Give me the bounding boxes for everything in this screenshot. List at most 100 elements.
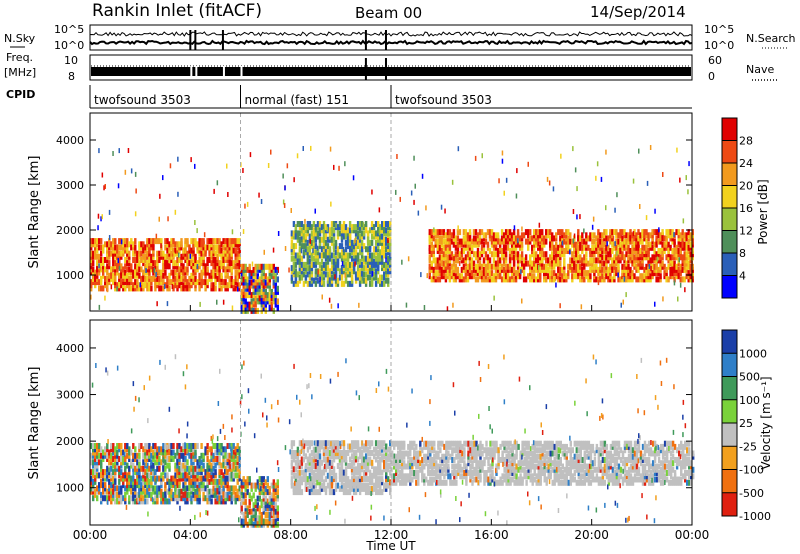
data-cell	[603, 248, 606, 254]
data-cell	[208, 247, 211, 254]
data-cell	[196, 472, 199, 479]
data-cell	[454, 254, 458, 261]
data-cell	[334, 280, 338, 287]
data-cell	[383, 224, 386, 231]
data-cell	[442, 263, 446, 270]
data-cell	[214, 488, 217, 495]
data-cell	[128, 475, 131, 482]
data-cell	[126, 475, 129, 482]
data-cell	[182, 462, 185, 469]
data-cell	[316, 489, 320, 496]
data-cell	[446, 229, 450, 236]
data-cell	[90, 452, 93, 459]
data-cell	[677, 248, 680, 254]
scatter-echo	[620, 302, 622, 308]
data-cell	[156, 488, 159, 495]
data-cell	[306, 271, 310, 278]
data-cell	[308, 443, 312, 450]
data-cell	[334, 443, 338, 450]
data-cell	[336, 277, 340, 284]
data-cell	[182, 285, 185, 292]
data-cell	[208, 446, 211, 453]
data-cell	[476, 276, 480, 283]
data-cell	[480, 238, 484, 245]
data-cell	[188, 485, 191, 492]
scatter-echo	[600, 176, 603, 182]
data-cell	[436, 241, 440, 248]
data-cell	[350, 227, 354, 234]
data-cell	[112, 260, 115, 267]
data-cell	[387, 476, 390, 483]
data-cell	[330, 230, 334, 237]
data-cell	[120, 269, 123, 276]
data-cell	[383, 446, 386, 453]
data-cell	[374, 255, 378, 262]
data-cell	[214, 279, 217, 286]
data-cell	[326, 440, 330, 447]
data-cell	[338, 450, 342, 456]
data-cell	[158, 285, 161, 292]
data-cell	[104, 446, 107, 453]
data-cell	[184, 488, 187, 495]
data-cell	[370, 233, 374, 240]
data-cell	[234, 272, 237, 279]
data-cell	[454, 244, 458, 251]
data-cell	[368, 450, 372, 456]
data-cell	[679, 232, 682, 239]
data-cell	[186, 266, 189, 273]
data-cell	[482, 260, 486, 267]
data-cell	[399, 470, 402, 476]
data-cell	[476, 254, 480, 261]
data-cell	[138, 491, 141, 498]
data-cell	[458, 229, 462, 236]
data-cell	[563, 260, 566, 267]
data-cell	[663, 235, 666, 242]
data-cell	[94, 459, 97, 466]
data-cell	[389, 485, 392, 492]
data-cell	[352, 246, 356, 253]
data-cell	[691, 273, 694, 280]
data-cell	[605, 244, 608, 251]
data-cell	[430, 276, 433, 283]
data-cell	[190, 250, 193, 257]
scatter-echo	[573, 233, 576, 239]
data-cell	[444, 273, 448, 280]
data-cell	[575, 254, 578, 261]
data-cell	[252, 266, 255, 273]
data-cell	[595, 276, 598, 283]
data-cell	[254, 298, 257, 305]
data-cell	[292, 221, 296, 227]
data-cell	[468, 244, 472, 251]
data-cell	[691, 235, 694, 242]
data-cell	[428, 270, 431, 277]
data-cell	[302, 476, 306, 483]
data-cell	[330, 280, 334, 287]
data-cell	[164, 491, 167, 498]
data-cell	[290, 265, 294, 272]
data-cell	[94, 488, 97, 495]
scatter-echo	[277, 231, 280, 236]
data-cell	[583, 238, 586, 245]
data-cell	[316, 446, 320, 453]
data-cell	[379, 233, 382, 240]
data-cell	[256, 295, 259, 302]
data-cell	[188, 260, 191, 267]
data-cell	[244, 498, 247, 505]
data-cell	[389, 221, 392, 227]
data-cell	[294, 489, 298, 496]
data-cell	[490, 238, 494, 245]
data-cell	[266, 518, 269, 525]
data-cell	[302, 271, 306, 278]
data-cell	[220, 241, 223, 248]
data-cell	[148, 257, 151, 263]
data-cell	[182, 465, 185, 472]
data-cell	[464, 270, 468, 277]
data-cell	[298, 463, 302, 469]
data-cell	[625, 266, 628, 273]
data-cell	[358, 476, 362, 483]
data-cell	[318, 456, 322, 463]
data-cell	[204, 244, 207, 251]
data-cell	[571, 257, 574, 264]
data-cell	[146, 266, 149, 273]
data-cell	[617, 248, 620, 254]
